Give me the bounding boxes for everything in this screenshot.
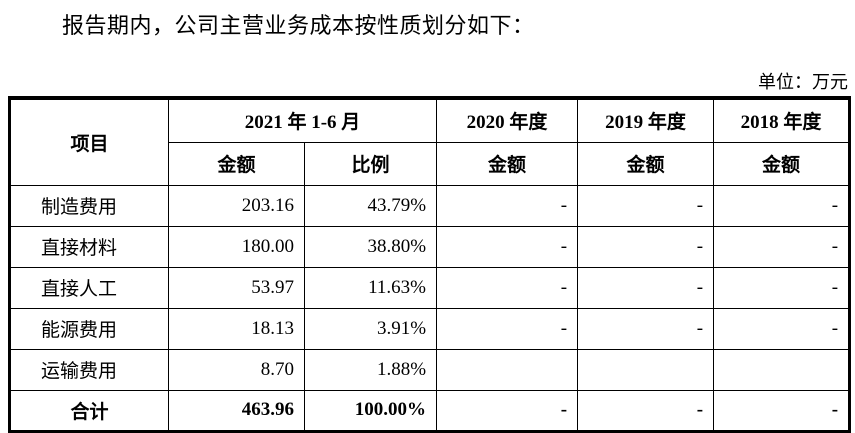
cell-amount-2021: 180.00	[168, 225, 305, 268]
cell-amount-2020	[436, 348, 579, 391]
cell-amount-2019: -	[577, 225, 715, 268]
cell-amount-2020: -	[436, 307, 579, 350]
table-row-manufacturing: 制造费用 203.16 43.79% - - -	[9, 184, 851, 227]
cost-breakdown-table: 项目 2021 年 1-6 月 2020 年度 2019 年度 2018 年度 …	[8, 96, 852, 433]
cell-amount-2021: 463.96	[168, 389, 305, 433]
cell-ratio-2021: 43.79%	[303, 184, 438, 227]
table-row-total: 合计 463.96 100.00% - - -	[9, 389, 851, 433]
cell-amount-2018: -	[713, 266, 851, 309]
cell-ratio-2021: 3.91%	[303, 307, 438, 350]
cell-ratio-2021: 1.88%	[303, 348, 438, 391]
cell-amount-2021: 8.70	[168, 348, 305, 391]
col-header-year-2020: 2020 年度	[436, 97, 579, 143]
cell-amount-2019	[577, 348, 715, 391]
col-subheader-ratio-2021: 比例	[303, 141, 438, 186]
cell-amount-2019: -	[577, 184, 715, 227]
col-header-year-2018: 2018 年度	[713, 97, 851, 143]
cell-amount-2020: -	[436, 225, 579, 268]
cell-amount-2019: -	[577, 266, 715, 309]
cell-amount-2020: -	[436, 389, 579, 433]
col-header-item: 项目	[9, 97, 169, 186]
col-header-year-2019: 2019 年度	[577, 97, 715, 143]
table-row-energy: 能源费用 18.13 3.91% - - -	[9, 307, 851, 350]
cell-amount-2020: -	[436, 266, 579, 309]
cell-ratio-2021: 11.63%	[303, 266, 438, 309]
cell-item: 运输费用	[9, 348, 169, 391]
table-row-labor: 直接人工 53.97 11.63% - - -	[9, 266, 851, 309]
unit-label: 单位：万元	[758, 72, 848, 92]
header-row-1: 项目 2021 年 1-6 月 2020 年度 2019 年度 2018 年度	[9, 97, 851, 186]
cell-item: 制造费用	[9, 184, 169, 227]
cell-amount-2019: -	[577, 307, 715, 350]
table-row-materials: 直接材料 180.00 38.80% - - -	[9, 225, 851, 268]
col-header-period-2021: 2021 年 1-6 月	[167, 97, 438, 143]
cell-amount-2018: -	[713, 389, 851, 433]
col-subheader-amount-2019: 金额	[577, 141, 715, 186]
cell-amount-2020: -	[436, 184, 579, 227]
cell-amount-2021: 18.13	[168, 307, 305, 350]
cell-amount-2018: -	[713, 184, 851, 227]
cell-item: 直接材料	[9, 225, 169, 268]
cell-item: 直接人工	[9, 266, 169, 309]
col-subheader-amount-2020: 金额	[436, 141, 579, 186]
cell-amount-2021: 203.16	[168, 184, 305, 227]
header-row-2: 金额 比例 金额 金额 金额	[10, 141, 851, 186]
cell-amount-2018	[713, 348, 851, 391]
cell-amount-2018: -	[713, 225, 851, 268]
cell-item: 能源费用	[9, 307, 169, 350]
cell-ratio-2021: 38.80%	[303, 225, 438, 268]
cell-amount-2021: 53.97	[168, 266, 305, 309]
cell-amount-2019: -	[577, 389, 715, 433]
col-subheader-amount-2021: 金额	[168, 141, 305, 186]
cell-amount-2018: -	[713, 307, 851, 350]
cell-ratio-2021: 100.00%	[303, 389, 438, 433]
col-subheader-amount-2018: 金额	[713, 141, 851, 186]
cell-item: 合计	[9, 389, 169, 433]
intro-paragraph: 报告期内，公司主营业务成本按性质划分如下：	[62, 13, 535, 38]
table-row-transport: 运输费用 8.70 1.88%	[9, 348, 851, 391]
